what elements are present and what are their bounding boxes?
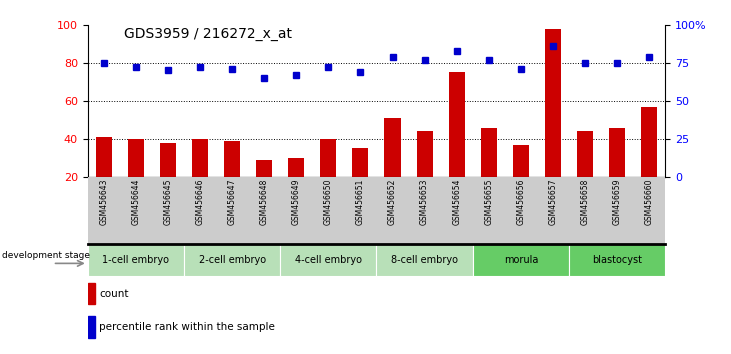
Bar: [96, 137, 112, 177]
Text: GSM456647: GSM456647: [227, 178, 237, 225]
Text: GSM456660: GSM456660: [645, 178, 654, 225]
Text: GSM456646: GSM456646: [195, 178, 205, 225]
Bar: [288, 158, 304, 177]
Bar: [224, 141, 240, 177]
Bar: [256, 160, 272, 177]
Bar: [88, 283, 95, 304]
Text: GDS3959 / 216272_x_at: GDS3959 / 216272_x_at: [124, 27, 292, 41]
Bar: [417, 131, 433, 177]
Text: 4-cell embryo: 4-cell embryo: [295, 255, 362, 265]
Bar: [569, 244, 665, 276]
Text: development stage: development stage: [1, 251, 90, 260]
Text: GSM456653: GSM456653: [420, 178, 429, 225]
Text: GSM456654: GSM456654: [452, 178, 461, 225]
Bar: [481, 127, 497, 177]
Bar: [545, 29, 561, 177]
Bar: [376, 244, 473, 276]
Text: GSM456645: GSM456645: [164, 178, 173, 225]
Text: GSM456652: GSM456652: [388, 178, 397, 225]
Text: GSM456649: GSM456649: [292, 178, 300, 225]
Text: GSM456650: GSM456650: [324, 178, 333, 225]
Text: blastocyst: blastocyst: [592, 255, 642, 265]
Bar: [160, 143, 176, 177]
Bar: [128, 139, 144, 177]
Bar: [88, 244, 184, 276]
Bar: [577, 131, 593, 177]
Text: percentile rank within the sample: percentile rank within the sample: [99, 322, 275, 332]
Bar: [449, 72, 465, 177]
Text: GSM456655: GSM456655: [484, 178, 493, 225]
Text: GSM456643: GSM456643: [99, 178, 108, 225]
Text: GSM456651: GSM456651: [356, 178, 365, 225]
Text: GSM456657: GSM456657: [548, 178, 558, 225]
Bar: [385, 118, 401, 177]
Text: GSM456658: GSM456658: [580, 178, 589, 225]
Text: GSM456656: GSM456656: [516, 178, 526, 225]
Bar: [192, 139, 208, 177]
Bar: [352, 148, 368, 177]
Bar: [88, 316, 95, 338]
Bar: [320, 139, 336, 177]
Text: morula: morula: [504, 255, 538, 265]
Bar: [513, 145, 529, 177]
Text: GSM456659: GSM456659: [613, 178, 621, 225]
Bar: [641, 107, 657, 177]
Text: count: count: [99, 289, 129, 299]
Text: 2-cell embryo: 2-cell embryo: [199, 255, 265, 265]
Text: 8-cell embryo: 8-cell embryo: [391, 255, 458, 265]
Bar: [184, 244, 280, 276]
Bar: [609, 127, 625, 177]
Bar: [473, 244, 569, 276]
Text: GSM456644: GSM456644: [132, 178, 140, 225]
Text: GSM456648: GSM456648: [260, 178, 269, 225]
Text: 1-cell embryo: 1-cell embryo: [102, 255, 170, 265]
Bar: [280, 244, 376, 276]
